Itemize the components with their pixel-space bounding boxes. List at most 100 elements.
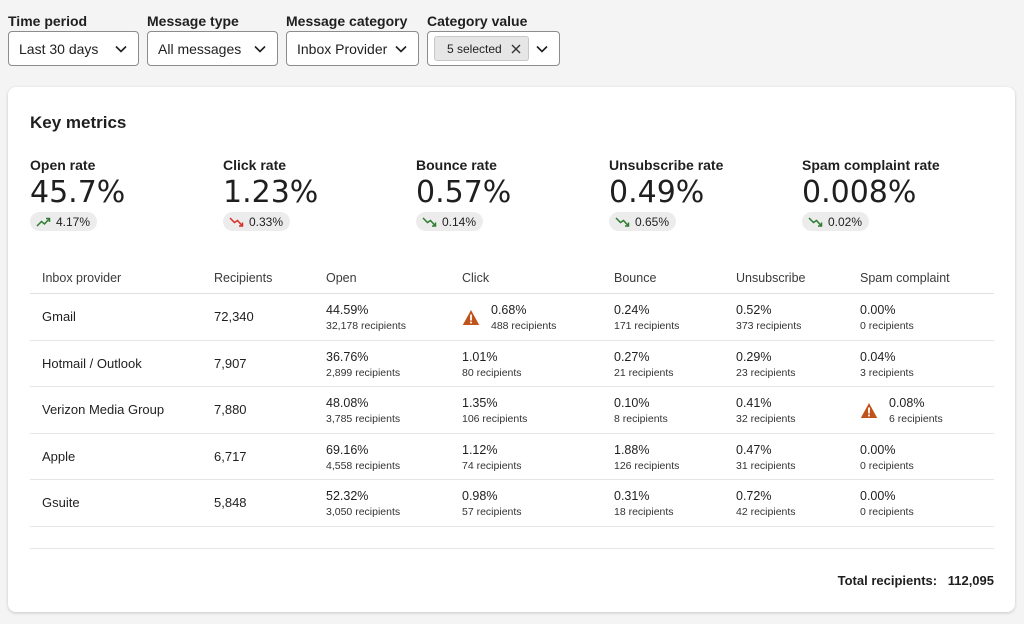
dropdown-value: Last 30 days xyxy=(19,40,99,57)
bounce-recipients: 21 recipients xyxy=(614,366,674,379)
trend-up-icon xyxy=(36,217,51,227)
metric-open-rate: Open rate 45.7% 4.17% xyxy=(30,157,125,233)
provider-name: Verizon Media Group xyxy=(42,402,165,418)
unsubscribe-recipients: 23 recipients xyxy=(736,366,796,379)
click-cell: 1.35% 106 recipients xyxy=(462,387,527,433)
unsubscribe-cell: 0.29% 23 recipients xyxy=(736,341,796,387)
header-spam-complaint[interactable]: Spam complaint xyxy=(860,271,950,285)
header-unsubscribe[interactable]: Unsubscribe xyxy=(736,271,806,285)
click-rate: 0.68% xyxy=(491,303,527,317)
bounce-cell: 0.27% 21 recipients xyxy=(614,341,674,387)
bounce-cell: 0.24% 171 recipients xyxy=(614,294,679,340)
trend-down-icon xyxy=(229,216,244,227)
metric-click-rate: Click rate 1.23% 0.33% xyxy=(223,157,318,233)
metric-label: Bounce rate xyxy=(416,157,497,173)
open-cell: 36.76% 2,899 recipients xyxy=(326,341,400,387)
provider-name: Hotmail / Outlook xyxy=(42,355,142,371)
click-recipients: 74 recipients xyxy=(462,459,522,472)
header-inbox-provider[interactable]: Inbox provider xyxy=(42,271,122,285)
selected-chip: 5 selected xyxy=(434,36,529,61)
open-cell: 48.08% 3,785 recipients xyxy=(326,387,400,433)
table-body: Gmail 72,340 44.59% 32,178 recipients 0.68% 4… xyxy=(30,294,994,527)
table-row[interactable]: Gmail 72,340 44.59% 32,178 recipients 0.68% 4… xyxy=(30,294,994,341)
spam-recipients: 6 recipients xyxy=(889,413,943,425)
bounce-rate: 0.24% xyxy=(614,303,650,317)
time-period-dropdown[interactable]: Last 30 days xyxy=(8,31,139,66)
delta-badge: 4.17% xyxy=(30,212,98,231)
delta-badge: 0.33% xyxy=(223,212,291,231)
open-recipients: 2,899 recipients xyxy=(326,366,401,379)
bounce-cell: 1.88% 126 recipients xyxy=(614,434,679,480)
filter-message-category: Message category Inbox Provider xyxy=(286,12,419,66)
spam-cell: 0.00% 0 recipients xyxy=(860,294,914,340)
header-recipients[interactable]: Recipients xyxy=(214,271,273,285)
table-row[interactable]: Gsuite 5,848 52.32% 3,050 recipients 0.98% 57… xyxy=(30,480,994,527)
recipients-count: 7,880 xyxy=(214,402,247,418)
chevron-down-icon xyxy=(395,45,407,53)
bounce-cell: 0.31% 18 recipients xyxy=(614,480,674,526)
open-cell: 69.16% 4,558 recipients xyxy=(326,434,400,480)
metric-value: 1.23% xyxy=(223,175,319,210)
metric-label: Open rate xyxy=(30,157,96,173)
header-click[interactable]: Click xyxy=(462,271,490,285)
click-recipients: 80 recipients xyxy=(462,366,522,379)
chevron-down-icon xyxy=(254,45,266,53)
bounce-rate: 0.27% xyxy=(614,349,650,364)
click-rate: 1.35% xyxy=(462,396,498,410)
unsubscribe-rate: 0.52% xyxy=(736,303,772,317)
spam-cell: 0.08% 6 recipients xyxy=(860,387,943,433)
delta-badge: 0.14% xyxy=(416,212,484,231)
bounce-recipients: 171 recipients xyxy=(614,320,680,332)
total-value: 112,095 xyxy=(947,573,994,588)
unsubscribe-cell: 0.52% 373 recipients xyxy=(736,294,801,340)
filter-category-value: Category value 5 selected xyxy=(427,12,560,66)
category-value-dropdown[interactable]: 5 selected xyxy=(427,31,560,66)
metric-spam-complaint-rate: Spam complaint rate 0.008% 0.02% xyxy=(802,157,940,233)
recipients-count: 6,717 xyxy=(214,448,247,464)
table-row[interactable]: Verizon Media Group 7,880 48.08% 3,785 reci… xyxy=(30,387,994,434)
unsubscribe-rate: 0.47% xyxy=(736,442,772,457)
table-header: Inbox provider Recipients Open Click Bou… xyxy=(30,261,994,294)
open-rate: 36.76% xyxy=(326,349,369,364)
bounce-rate: 1.88% xyxy=(614,442,650,457)
filter-bar: Time period Last 30 days Message type Al… xyxy=(8,12,568,66)
click-rate: 1.12% xyxy=(462,442,498,457)
recipients-count: 7,907 xyxy=(214,355,247,371)
unsubscribe-rate: 0.72% xyxy=(736,489,772,503)
delta-value: 0.14% xyxy=(442,214,477,229)
delta-badge: 0.65% xyxy=(609,212,677,231)
card-title: Key metrics xyxy=(30,113,127,132)
header-bounce[interactable]: Bounce xyxy=(614,271,657,285)
table-row[interactable]: Hotmail / Outlook 7,907 36.76% 2,899 recipi… xyxy=(30,341,994,387)
bounce-rate: 0.31% xyxy=(614,489,650,503)
metric-value: 0.49% xyxy=(609,175,705,210)
metric-label: Click rate xyxy=(223,157,287,173)
bounce-rate: 0.10% xyxy=(614,396,650,410)
filter-label: Time period xyxy=(8,13,88,29)
open-rate: 52.32% xyxy=(326,489,369,503)
total-label: Total recipients: xyxy=(837,573,938,588)
message-category-dropdown[interactable]: Inbox Provider xyxy=(286,31,419,66)
warning-icon xyxy=(860,403,878,418)
spam-recipients: 0 recipients xyxy=(860,320,914,332)
open-rate: 69.16% xyxy=(326,442,369,457)
trend-down-icon xyxy=(615,216,630,227)
spam-rate: 0.00% xyxy=(860,442,896,457)
open-cell: 44.59% 32,178 recipients xyxy=(326,294,406,340)
metric-value: 45.7% xyxy=(30,175,126,210)
recipients-count: 72,340 xyxy=(214,309,254,325)
metric-unsubscribe-rate: Unsubscribe rate 0.49% 0.65% xyxy=(609,157,723,233)
unsubscribe-recipients: 373 recipients xyxy=(736,320,802,332)
metric-label: Spam complaint rate xyxy=(802,157,940,173)
click-recipients: 106 recipients xyxy=(462,413,528,425)
spam-recipients: 0 recipients xyxy=(860,459,914,472)
close-icon[interactable] xyxy=(510,43,522,55)
header-open[interactable]: Open xyxy=(326,271,357,285)
unsubscribe-cell: 0.41% 32 recipients xyxy=(736,387,796,433)
click-recipients: 57 recipients xyxy=(462,506,522,518)
unsubscribe-rate: 0.29% xyxy=(736,349,772,364)
bounce-recipients: 8 recipients xyxy=(614,413,668,425)
click-cell: 1.01% 80 recipients xyxy=(462,341,522,387)
message-type-dropdown[interactable]: All messages xyxy=(147,31,278,66)
table-row[interactable]: Apple 6,717 69.16% 4,558 recipients 1.12% 74 … xyxy=(30,434,994,480)
